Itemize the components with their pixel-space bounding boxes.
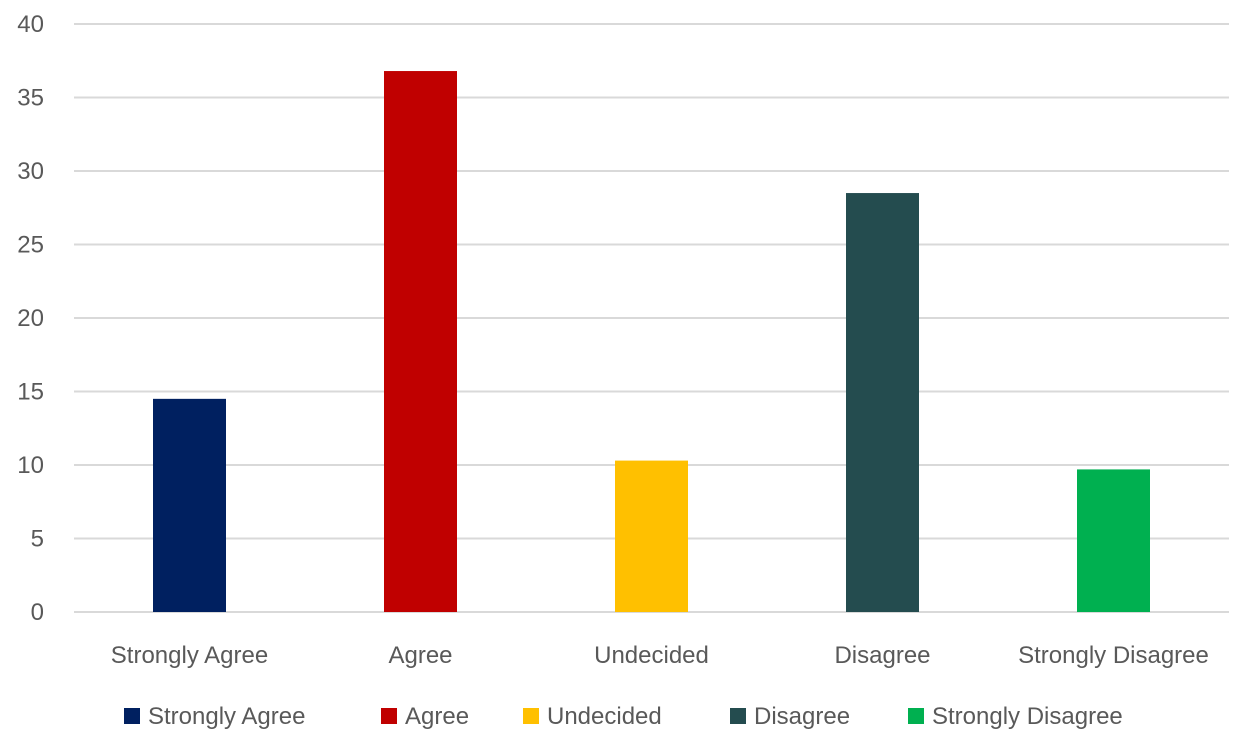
bar-disagree [846,193,919,613]
y-tick-label: 5 [31,526,44,553]
legend-label: Disagree [754,703,850,730]
gridlines [74,23,1229,613]
x-category-label: Disagree [834,642,930,669]
x-category-label: Strongly Disagree [1018,642,1209,669]
legend-swatch [523,708,539,724]
legend-swatch [124,708,140,724]
x-category-label: Undecided [594,642,709,669]
y-tick-label: 20 [17,305,44,332]
y-tick-label: 10 [17,452,44,479]
x-axis-categories: Strongly Agree Agree Undecided Disagree Stro… [111,642,1209,669]
bar-undecided [615,460,688,612]
y-tick-label: 35 [17,85,44,112]
legend-label: Strongly Agree [148,703,305,730]
y-tick-label: 0 [31,599,44,626]
legend-label: Agree [405,703,469,730]
bar-strongly-agree [153,398,226,612]
legend: Strongly Agree Agree Undecided Disagree Stro… [124,703,1123,730]
bar-strongly-disagree [1077,469,1150,612]
legend-label: Undecided [547,703,662,730]
x-category-label: Strongly Agree [111,642,268,669]
y-axis-ticks: 0 5 10 15 20 25 30 35 40 [17,11,44,626]
legend-swatch [381,708,397,724]
legend-swatch [730,708,746,724]
y-tick-label: 40 [17,11,44,38]
bar-agree [384,71,457,613]
y-tick-label: 15 [17,379,44,406]
y-tick-label: 25 [17,232,44,259]
y-tick-label: 30 [17,158,44,185]
legend-label: Strongly Disagree [932,703,1123,730]
x-category-label: Agree [388,642,452,669]
legend-swatch [908,708,924,724]
bars [153,71,1150,613]
